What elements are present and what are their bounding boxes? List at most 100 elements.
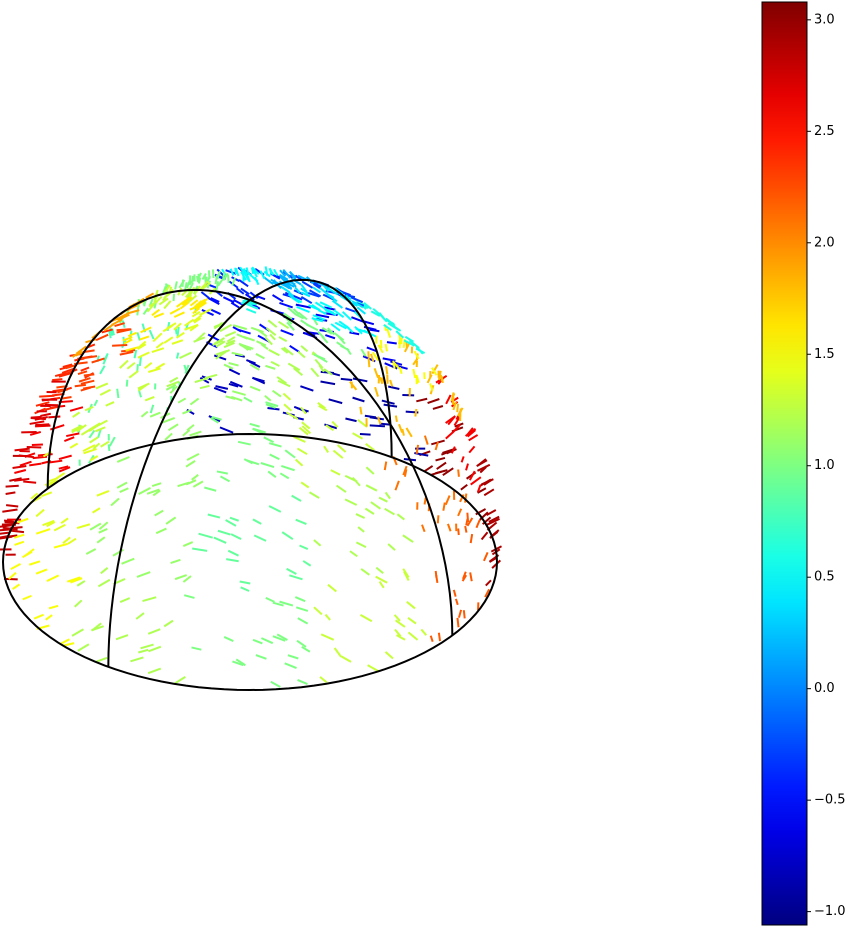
vector [39,394,55,398]
colorbar-tick-label: 1.5 [814,347,835,362]
vector [435,575,439,584]
vector [264,336,273,346]
vector [215,281,220,292]
vector [286,321,295,331]
vector [293,367,304,376]
vector [2,526,18,531]
vector [219,475,231,483]
vector [88,429,96,439]
vector [47,477,59,483]
vector [76,424,87,433]
vector [452,401,457,411]
vector [83,373,95,377]
vector [58,465,69,470]
vector [444,495,451,506]
vector [369,424,386,428]
vector [488,515,500,523]
vector [219,426,234,434]
vector [288,270,297,279]
vector [430,470,442,476]
vector [323,368,333,376]
vector [349,331,360,336]
vector [456,403,460,413]
vector [369,328,380,333]
vector [217,529,231,536]
vector [231,351,244,357]
vector [210,308,221,315]
vector [192,547,208,552]
vector [356,306,366,315]
vector [373,368,379,379]
vector [96,489,110,497]
vector [46,574,60,582]
vector [228,382,239,388]
vector [268,268,273,275]
vector [377,416,382,425]
vector [199,384,210,390]
vector [230,301,240,309]
vector [365,442,375,451]
vector [403,571,410,581]
vector [299,544,309,550]
vector [403,339,415,347]
vector [476,458,487,467]
vector [151,308,160,317]
vector [246,459,260,466]
vector [439,374,443,382]
vector [3,519,15,523]
vector [383,323,392,331]
vector [0,531,11,535]
vector [431,367,438,376]
vector [238,342,249,351]
vector [101,328,113,334]
vector [352,432,364,440]
vector [176,326,180,337]
vector [236,287,245,295]
vector [300,319,310,327]
vector [14,540,25,546]
vector [486,509,497,516]
vector [31,443,43,447]
vector [143,299,147,307]
vector [279,600,294,607]
rim [1,432,499,691]
vector [370,501,382,510]
vector [351,316,365,323]
vector [270,680,281,688]
vector [84,405,94,412]
vector [22,550,33,559]
vector [228,362,239,367]
vector [450,446,456,454]
vector [155,295,163,304]
vector [62,536,71,544]
vector [184,318,195,327]
meridian [107,299,251,667]
vector [232,324,248,331]
vector [80,366,90,372]
vector [138,648,149,654]
vector [116,311,130,321]
vector [240,586,250,592]
sphere-frame [1,278,499,691]
vector [142,596,157,603]
vector [300,287,309,295]
vector [76,523,91,529]
vector [30,416,46,421]
vector [296,447,308,456]
vector [148,367,161,373]
vector [267,470,277,478]
vector-field [0,266,502,688]
colorbar-tick-label: −1.0 [814,904,846,919]
vector [445,431,454,440]
vector [136,571,151,578]
vector [213,387,227,394]
vector [71,424,82,432]
vector [93,399,99,407]
vector [5,484,19,488]
vector [102,354,109,365]
vector [30,492,39,500]
vector [309,289,322,298]
vector [179,351,192,360]
vector [283,346,294,356]
vector [45,614,53,621]
